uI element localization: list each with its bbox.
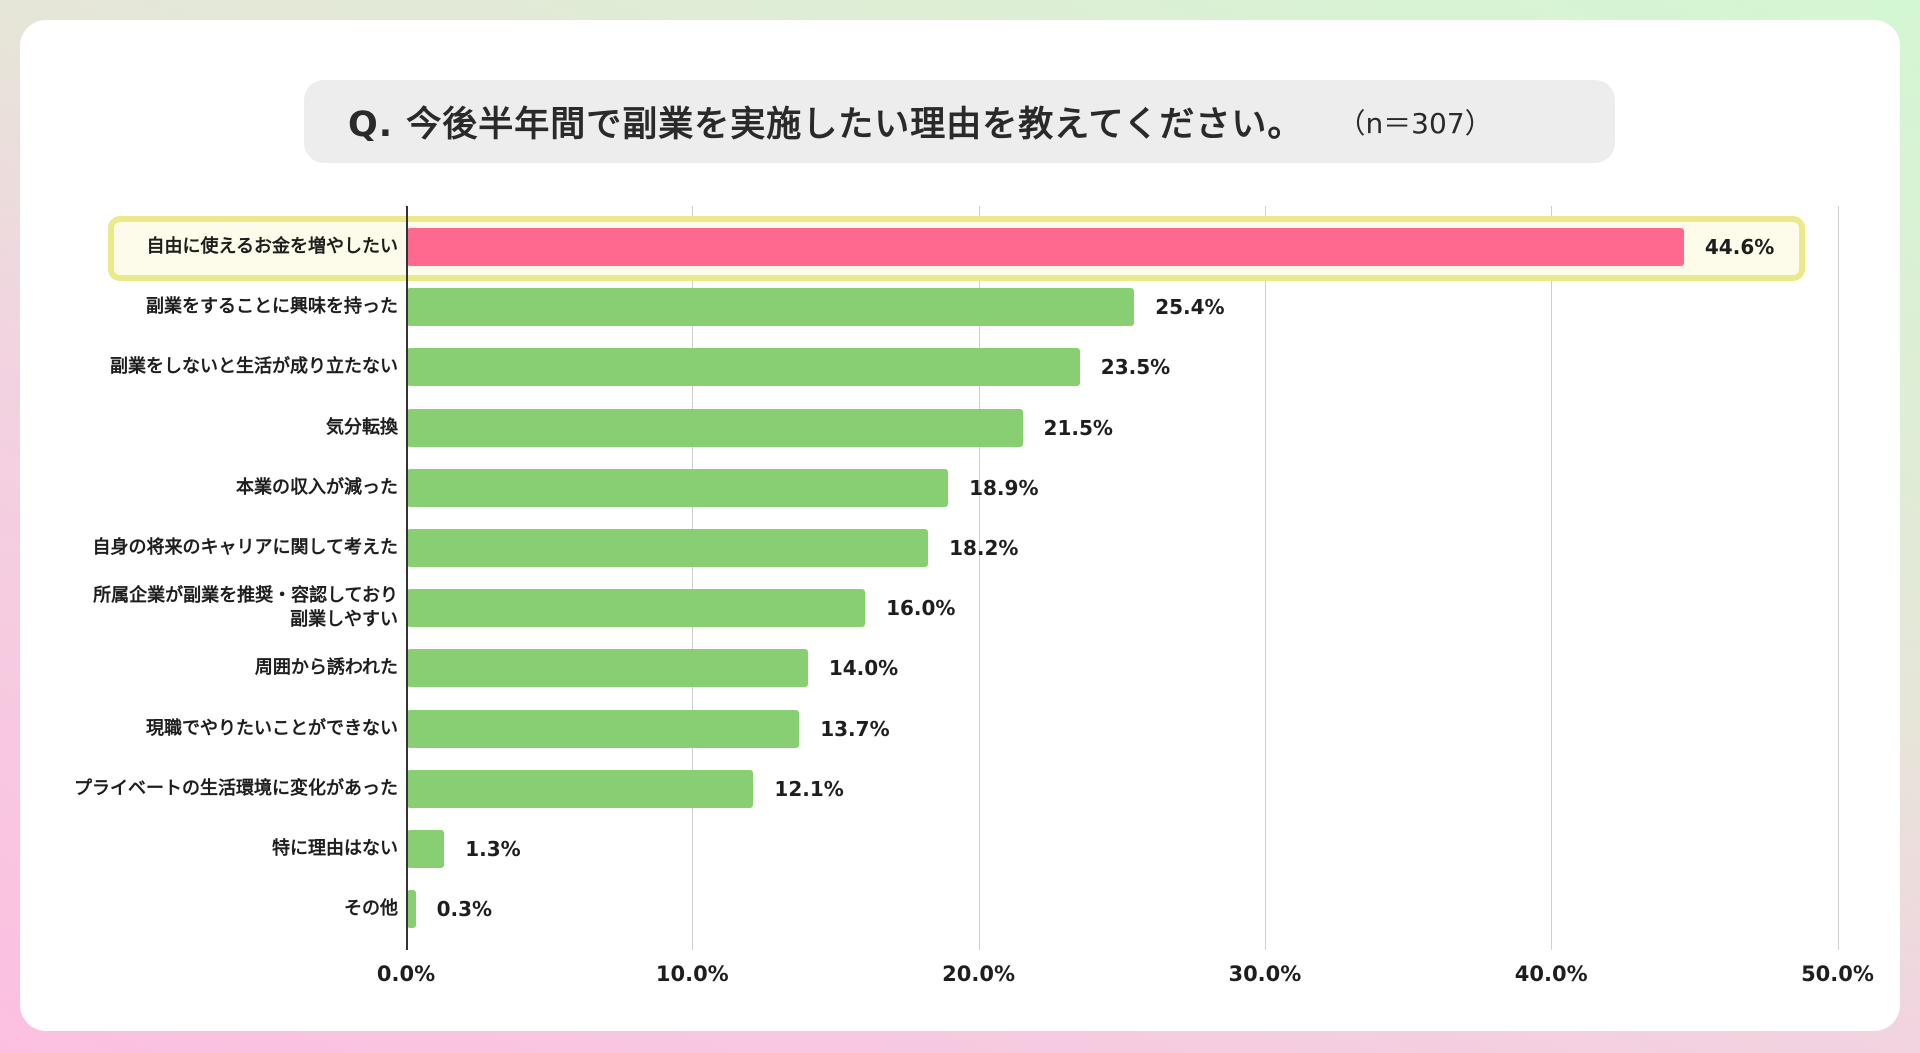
y-axis-line bbox=[406, 206, 408, 950]
x-tick-label: 50.0% bbox=[1801, 962, 1874, 986]
chart-card bbox=[20, 20, 1900, 1031]
value-label: 0.3% bbox=[436, 897, 493, 922]
x-tick-label: 20.0% bbox=[942, 962, 1016, 986]
category-label: 特に理由はない bbox=[272, 838, 398, 859]
category-label: プライベートの生活環境に変化があった bbox=[74, 777, 398, 799]
category-label: 周囲から誘われた bbox=[254, 657, 398, 679]
bar bbox=[407, 468, 949, 507]
bar-row: 所属企業が副業を推奨・容認しており 副業しやすい 16.0% bbox=[0, 578, 1920, 638]
bar-row: 自由に使えるお金を増やしたい 44.6% bbox=[0, 217, 1920, 277]
x-tick-label: 40.0% bbox=[1514, 962, 1588, 986]
bar-row: 副業をしないと生活が成り立たない 23.5% bbox=[0, 337, 1920, 397]
bar-row: 自身の将来のキャリアに関して考えた 18.2% bbox=[0, 518, 1920, 578]
value-label: 13.7% bbox=[820, 716, 890, 741]
bar bbox=[407, 348, 1080, 387]
bar bbox=[407, 288, 1135, 327]
bar-row: 特に理由はない 1.3% bbox=[0, 819, 1920, 879]
bar-row: 周囲から誘われた 14.0% bbox=[0, 638, 1920, 698]
bar bbox=[407, 529, 929, 567]
bar bbox=[407, 830, 445, 868]
bar-row: 本業の収入が減った 18.9% bbox=[0, 458, 1920, 518]
value-label: 1.3% bbox=[465, 837, 521, 861]
bar-row: プライベートの生活環境に変化があった 12.1% bbox=[0, 759, 1920, 819]
bar-row: 現職でやりたいことができない 13.7% bbox=[0, 699, 1920, 759]
category-label: 自由に使えるお金を増やしたい bbox=[146, 236, 398, 257]
chart-title: Q. 今後半年間で副業を実施したい理由を教えてください。 bbox=[348, 105, 1304, 145]
bar bbox=[407, 589, 866, 628]
value-label: 21.5% bbox=[1043, 415, 1113, 440]
category-label: 自身の将来のキャリアに関して考えた bbox=[92, 537, 398, 558]
value-label: 25.4% bbox=[1155, 295, 1225, 320]
category-label: 気分転換 bbox=[326, 416, 398, 438]
title-box: Q. 今後半年間で副業を実施したい理由を教えてください。 （n＝307） bbox=[304, 80, 1615, 163]
gridline bbox=[1551, 206, 1553, 950]
category-label: その他 bbox=[344, 898, 398, 920]
x-tick-label: 0.0% bbox=[376, 962, 436, 986]
value-label: 12.1% bbox=[774, 776, 844, 801]
x-tick-label: 10.0% bbox=[655, 962, 729, 986]
bar bbox=[407, 890, 416, 929]
bar-row: その他 0.3% bbox=[0, 879, 1920, 939]
bar bbox=[407, 649, 808, 688]
value-label: 18.9% bbox=[969, 475, 1039, 500]
bar bbox=[407, 408, 1023, 447]
category-label: 副業をすることに興味を持った bbox=[146, 296, 398, 318]
category-label: 所属企業が副業を推奨・容認しており 副業しやすい bbox=[93, 585, 398, 631]
value-label: 14.0% bbox=[828, 656, 899, 681]
value-label: 18.2% bbox=[949, 536, 1019, 560]
bar bbox=[407, 769, 754, 808]
value-label: 16.0% bbox=[886, 596, 956, 621]
value-label: 23.5% bbox=[1100, 355, 1171, 380]
bar-row: 副業をすることに興味を持った 25.4% bbox=[0, 277, 1920, 337]
category-label: 副業をしないと生活が成り立たない bbox=[110, 356, 398, 378]
x-tick-label: 30.0% bbox=[1228, 962, 1302, 986]
bar-row: 気分転換 21.5% bbox=[0, 398, 1920, 458]
category-label: 現職でやりたいことができない bbox=[146, 717, 398, 739]
sample-size: （n＝307） bbox=[1337, 106, 1493, 140]
gridline bbox=[978, 206, 980, 950]
highlighted-bar bbox=[407, 228, 1684, 266]
gridline bbox=[1837, 206, 1839, 950]
value-label: 44.6% bbox=[1704, 235, 1775, 259]
bar bbox=[407, 709, 800, 748]
gridline bbox=[692, 206, 694, 950]
gridline bbox=[1264, 206, 1266, 950]
category-label: 本業の収入が減った bbox=[236, 476, 398, 498]
